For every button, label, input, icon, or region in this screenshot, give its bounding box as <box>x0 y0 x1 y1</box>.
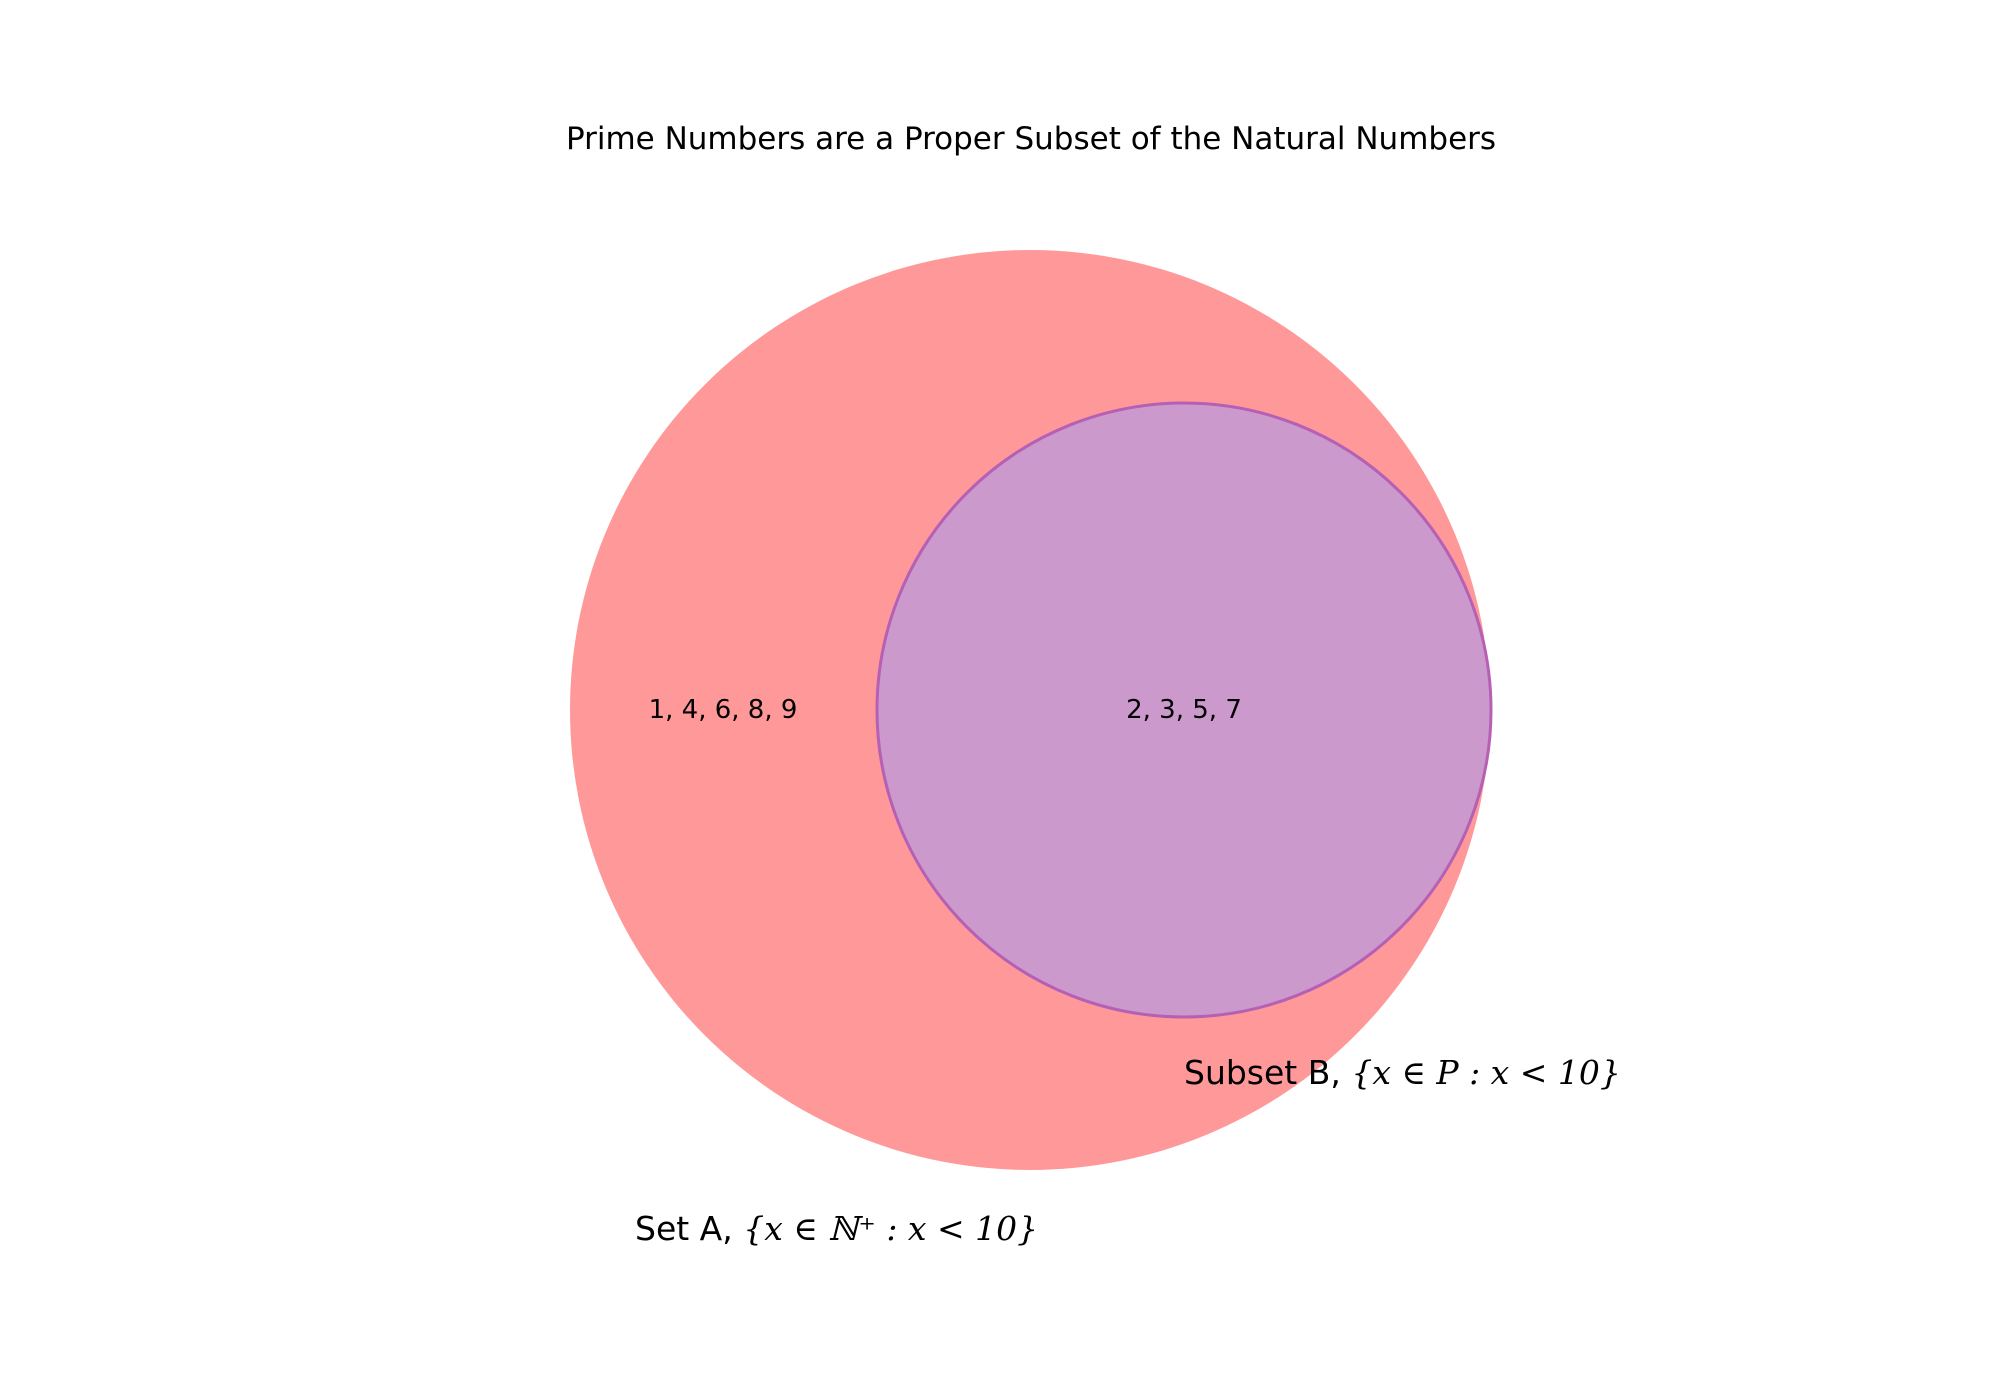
set-a-label-math: {x ∈ ℕ⁺ : x < 10} <box>743 1209 1038 1248</box>
set-a-label: Set A, {x ∈ ℕ⁺ : x < 10} <box>635 1209 1038 1248</box>
subset-b-values: 2, 3, 5, 7 <box>1126 695 1242 725</box>
diagram-title: Prime Numbers are a Proper Subset of the… <box>566 121 1496 157</box>
set-a-only-values: 1, 4, 6, 8, 9 <box>649 695 798 725</box>
subset-b-label: Subset B, {x ∈ P : x < 10} <box>1184 1053 1621 1092</box>
subset-b-label-prefix: Subset B, <box>1184 1053 1351 1092</box>
subset-b-circle <box>875 401 1493 1019</box>
subset-b-label-math: {x ∈ P : x < 10} <box>1351 1053 1621 1092</box>
set-a-label-prefix: Set A, <box>635 1209 743 1248</box>
